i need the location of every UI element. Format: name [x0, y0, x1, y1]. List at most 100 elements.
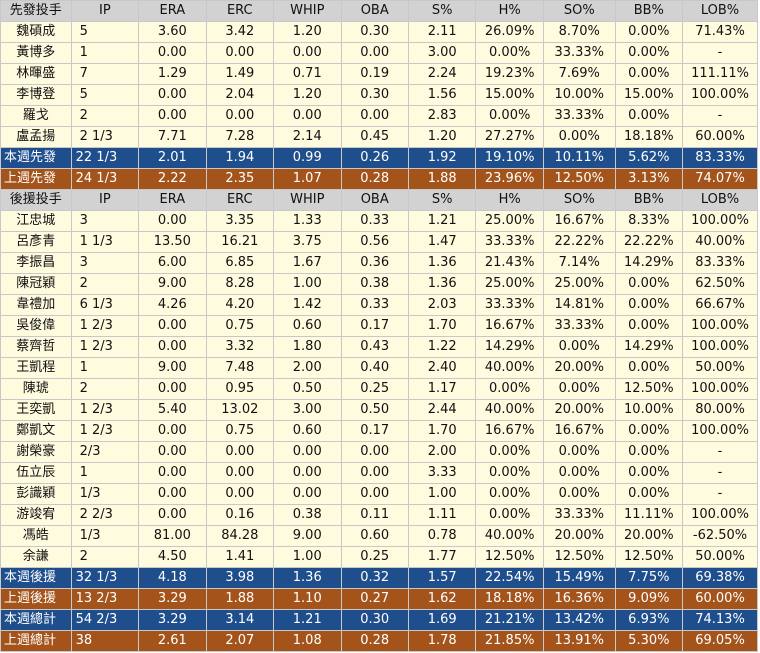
cell-h-pct: 16.67% — [475, 315, 544, 337]
cell-era: 13.50 — [138, 231, 207, 253]
cell-whip: 0.71 — [273, 63, 342, 85]
summary-cell-erc: 2.07 — [205, 630, 275, 652]
summary-cell-so-pct: 12.50% — [542, 168, 616, 190]
pitcher-row: 陳琥 2 0.00 0.95 0.50 0.25 1.17 0.00% 0.00% 12.50% 1… — [0, 378, 758, 400]
cell-bb-pct: 0.00% — [614, 315, 684, 337]
cell-lob-pct: 111.11% — [682, 63, 758, 85]
cell-ip: 2 — [70, 105, 140, 127]
cell-h-pct: 12.50% — [475, 546, 544, 568]
cell-ip: 6 1/3 — [70, 294, 140, 316]
cell-so-pct: 8.70% — [542, 21, 616, 43]
cell-bb-pct: 15.00% — [614, 84, 684, 106]
cell-oba: 0.19 — [340, 63, 409, 85]
cell-era: 81.00 — [138, 525, 207, 547]
cell-lob-pct: - — [682, 105, 758, 127]
summary-cell-oba: 0.27 — [340, 588, 409, 610]
pitcher-row: 謝榮豪 2/3 0.00 0.00 0.00 0.00 2.00 0.00% 0.00% 0.00… — [0, 441, 758, 463]
summary-cell-s-pct: 1.78 — [407, 630, 477, 652]
cell-erc: 0.16 — [205, 504, 275, 526]
cell-lob-pct: - — [682, 42, 758, 64]
column-header-bb-pct: BB% — [614, 189, 684, 211]
cell-so-pct: 22.22% — [542, 231, 616, 253]
cell-era: 9.00 — [138, 357, 207, 379]
cell-oba: 0.60 — [340, 525, 409, 547]
cell-era: 0.00 — [138, 42, 207, 64]
cell-lob-pct: 100.00% — [682, 336, 758, 358]
relievers-header-row: 後援投手 IP ERA ERC WHIP OBA S% H% SO% BB% LOB% — [0, 189, 758, 211]
column-header-oba: OBA — [340, 0, 409, 22]
summary-cell-ip: 54 2/3 — [70, 609, 140, 631]
cell-era: 0.00 — [138, 441, 207, 463]
cell-bb-pct: 0.00% — [614, 21, 684, 43]
cell-oba: 0.43 — [340, 336, 409, 358]
cell-name: 盧孟揚 — [0, 126, 72, 148]
cell-h-pct: 21.43% — [475, 252, 544, 274]
pitcher-row: 黃博多 1 0.00 0.00 0.00 0.00 3.00 0.00% 33.33% 0.00%… — [0, 42, 758, 64]
cell-so-pct: 33.33% — [542, 504, 616, 526]
cell-ip: 5 — [70, 84, 140, 106]
cell-era: 0.00 — [138, 420, 207, 442]
cell-whip: 0.00 — [273, 483, 342, 505]
column-header-lob-pct: LOB% — [682, 189, 758, 211]
cell-lob-pct: 71.43% — [682, 21, 758, 43]
summary-cell-h-pct: 22.54% — [475, 567, 544, 589]
cell-bb-pct: 12.50% — [614, 546, 684, 568]
summary-cell-oba: 0.30 — [340, 609, 409, 631]
summary-cell-era: 4.18 — [138, 567, 207, 589]
cell-ip: 1 2/3 — [70, 399, 140, 421]
pitcher-row: 林暉盛 7 1.29 1.49 0.71 0.19 2.24 19.23% 7.69% 0.00%… — [0, 63, 758, 85]
summary-cell-h-pct: 19.10% — [475, 147, 544, 169]
summary-cell-whip: 1.08 — [273, 630, 342, 652]
cell-h-pct: 26.09% — [475, 21, 544, 43]
cell-oba: 0.30 — [340, 84, 409, 106]
cell-era: 7.71 — [138, 126, 207, 148]
pitcher-row: 余謙 2 4.50 1.41 1.00 0.25 1.77 12.50% 12.50% 12.50… — [0, 546, 758, 568]
cell-name: 魏碩成 — [0, 21, 72, 43]
cell-so-pct: 25.00% — [542, 273, 616, 295]
cell-ip: 1/3 — [70, 483, 140, 505]
cell-name: 伍立辰 — [0, 462, 72, 484]
cell-name: 王奕凱 — [0, 399, 72, 421]
summary-cell-name: 上週先發 — [0, 168, 72, 190]
cell-bb-pct: 11.11% — [614, 504, 684, 526]
cell-name: 彭識穎 — [0, 483, 72, 505]
pitcher-row: 盧孟揚 2 1/3 7.71 7.28 2.14 0.45 1.20 27.27% 0.00% 1… — [0, 126, 758, 148]
cell-erc: 6.85 — [205, 252, 275, 274]
cell-name: 林暉盛 — [0, 63, 72, 85]
starters-header-row: 先發投手 IP ERA ERC WHIP OBA S% H% SO% BB% LOB% — [0, 0, 758, 22]
cell-so-pct: 16.67% — [542, 420, 616, 442]
cell-erc: 0.75 — [205, 420, 275, 442]
cell-whip: 0.60 — [273, 420, 342, 442]
summary-cell-so-pct: 13.91% — [542, 630, 616, 652]
cell-ip: 1/3 — [70, 525, 140, 547]
cell-era: 3.60 — [138, 21, 207, 43]
cell-s-pct: 1.56 — [407, 84, 477, 106]
cell-h-pct: 25.00% — [475, 210, 544, 232]
cell-whip: 0.60 — [273, 315, 342, 337]
cell-s-pct: 2.83 — [407, 105, 477, 127]
cell-s-pct: 1.77 — [407, 546, 477, 568]
cell-name: 馮皓 — [0, 525, 72, 547]
cell-whip: 0.00 — [273, 462, 342, 484]
cell-h-pct: 0.00% — [475, 42, 544, 64]
cell-so-pct: 14.81% — [542, 294, 616, 316]
cell-erc: 3.32 — [205, 336, 275, 358]
cell-name: 鄭凱文 — [0, 420, 72, 442]
cell-bb-pct: 8.33% — [614, 210, 684, 232]
cell-era: 5.40 — [138, 399, 207, 421]
pitcher-row: 伍立辰 1 0.00 0.00 0.00 0.00 3.33 0.00% 0.00% 0.00% - — [0, 462, 758, 484]
cell-lob-pct: 62.50% — [682, 273, 758, 295]
cell-erc: 16.21 — [205, 231, 275, 253]
cell-oba: 0.00 — [340, 441, 409, 463]
summary-cell-ip: 22 1/3 — [70, 147, 140, 169]
summary-row: 本週總計 54 2/3 3.29 3.14 1.21 0.30 1.69 21.21% 13.4… — [0, 609, 758, 631]
cell-name: 王凱程 — [0, 357, 72, 379]
cell-era: 0.00 — [138, 210, 207, 232]
column-header-ip: IP — [70, 0, 140, 22]
cell-bb-pct: 0.00% — [614, 483, 684, 505]
pitcher-row: 韋禮加 6 1/3 4.26 4.20 1.42 0.33 2.03 33.33% 14.81%… — [0, 294, 758, 316]
summary-cell-s-pct: 1.57 — [407, 567, 477, 589]
cell-lob-pct: 100.00% — [682, 420, 758, 442]
summary-cell-era: 3.29 — [138, 588, 207, 610]
summary-cell-ip: 24 1/3 — [70, 168, 140, 190]
